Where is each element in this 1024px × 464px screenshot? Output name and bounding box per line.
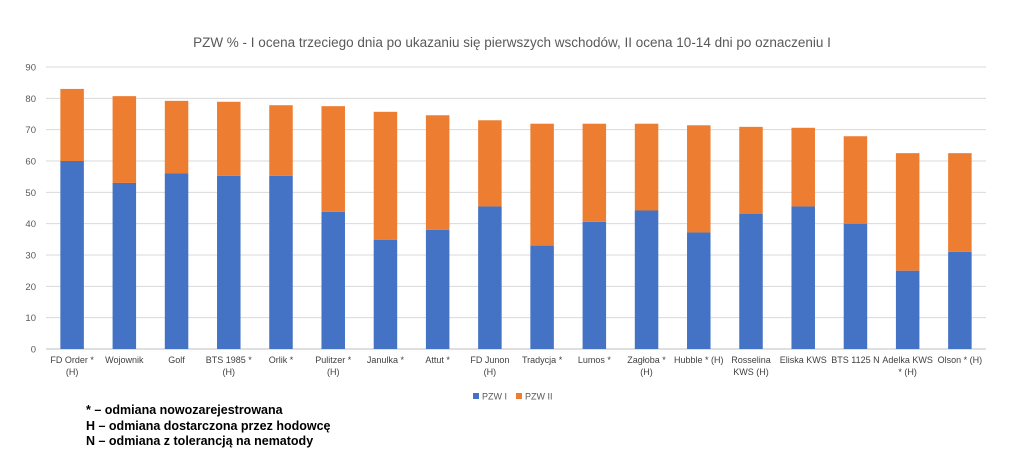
- legend-swatch-pzw-i: [473, 393, 479, 399]
- footnote-breeder: H – odmiana dostarczona przez hodowcę: [86, 418, 331, 433]
- y-tick-label: 50: [25, 188, 36, 199]
- legend-label-pzw-ii: PZW II: [525, 392, 553, 401]
- x-tick-label: Hubble * (H): [674, 355, 724, 365]
- x-axis-ticks: FD Order * (H) Wojownik Golf BTS 1985 * (H) Or…: [50, 355, 982, 377]
- x-tick-label: Golf: [168, 355, 185, 365]
- footnote-new-variety: * – odmiana nowozarejestrowana: [86, 403, 283, 417]
- x-tick-label: Janulka *: [367, 355, 405, 365]
- x-tick-label: Rosselina KWS (H): [731, 355, 771, 377]
- bar-pzw-ii: [843, 136, 868, 224]
- bar-pzw-i: [112, 182, 137, 349]
- bar-pzw-i: [739, 213, 763, 349]
- footnote-nematode: N – odmiana z tolerancją na nematody: [86, 434, 314, 448]
- x-tick-label: Eliska KWS: [780, 355, 827, 365]
- y-tick-label: 60: [25, 157, 36, 168]
- bar-pzw-i: [634, 210, 659, 349]
- bar-pzw-ii: [60, 88, 84, 161]
- x-tick-label: Pulitzer * (H): [315, 355, 352, 377]
- y-tick-label: 30: [25, 251, 36, 262]
- stacked-bar-chart: PZW % - I ocena trzeciego dnia po ukazan…: [25, 35, 986, 401]
- bar-pzw-i: [843, 223, 868, 349]
- bar-pzw-i: [60, 161, 84, 349]
- x-tick-label: Tradycja *: [522, 355, 563, 365]
- bar-pzw-ii: [530, 123, 554, 246]
- y-tick-label: 20: [25, 282, 36, 293]
- footnotes: * – odmiana nowozarejestrowana H – odmia…: [86, 403, 331, 450]
- bar-pzw-ii: [948, 153, 972, 252]
- bar-pzw-ii: [895, 153, 920, 271]
- bar-pzw-i: [530, 245, 554, 349]
- bar-pzw-ii: [634, 123, 659, 211]
- bar-pzw-i: [478, 206, 502, 349]
- bar-pzw-ii: [269, 105, 293, 176]
- bar-pzw-ii: [478, 120, 502, 207]
- legend: PZW I PZW II: [473, 392, 553, 401]
- bar-pzw-ii: [582, 123, 607, 222]
- x-tick-label: BTS 1985 * (H): [206, 355, 253, 377]
- y-tick-label: 90: [25, 63, 36, 74]
- bar-pzw-i: [321, 211, 345, 349]
- bar-pzw-i: [269, 175, 293, 349]
- legend-swatch-pzw-ii: [516, 393, 522, 399]
- y-tick-label: 70: [25, 125, 36, 136]
- gridlines: [46, 66, 986, 350]
- x-tick-label: FD Junon (H): [470, 355, 509, 377]
- x-tick-label: Adelka KWS * (H): [882, 355, 933, 377]
- bar-pzw-i: [425, 229, 450, 349]
- bar-pzw-i: [791, 206, 815, 349]
- x-tick-label: Olson * (H): [938, 355, 983, 365]
- bar-pzw-i: [948, 251, 972, 349]
- bars: [60, 88, 972, 349]
- bar-pzw-ii: [687, 125, 711, 233]
- y-axis-ticks: 0 10 20 30 40 50 60 70 80 90: [25, 63, 36, 356]
- bar-pzw-ii: [217, 101, 241, 176]
- x-tick-label: Wojownik: [105, 355, 144, 365]
- bar-pzw-i: [895, 270, 920, 349]
- bar-pzw-ii: [791, 127, 815, 207]
- legend-label-pzw-i: PZW I: [482, 392, 507, 401]
- bar-pzw-i: [217, 175, 241, 349]
- bar-pzw-i: [582, 221, 607, 349]
- x-tick-label: FD Order * (H): [50, 355, 94, 377]
- y-tick-label: 40: [25, 219, 36, 230]
- bar-pzw-i: [373, 239, 398, 349]
- bar-pzw-ii: [373, 111, 398, 240]
- chart-title: PZW % - I ocena trzeciego dnia po ukazan…: [193, 35, 831, 50]
- bar-pzw-ii: [321, 106, 345, 212]
- y-tick-label: 80: [25, 94, 36, 105]
- x-tick-label: Zagłoba * (H): [627, 355, 666, 377]
- y-tick-label: 10: [25, 313, 36, 324]
- y-tick-label: 0: [31, 345, 36, 356]
- x-tick-label: Orlik *: [269, 355, 294, 365]
- x-tick-label: BTS 1125 N: [831, 355, 879, 365]
- bar-pzw-ii: [112, 96, 137, 183]
- bar-pzw-i: [164, 173, 189, 349]
- x-tick-label: Attut *: [425, 355, 450, 365]
- bar-pzw-i: [687, 232, 711, 349]
- x-tick-label: Lumos *: [578, 355, 612, 365]
- bar-pzw-ii: [739, 126, 763, 214]
- bar-pzw-ii: [164, 100, 189, 174]
- bar-pzw-ii: [425, 115, 450, 230]
